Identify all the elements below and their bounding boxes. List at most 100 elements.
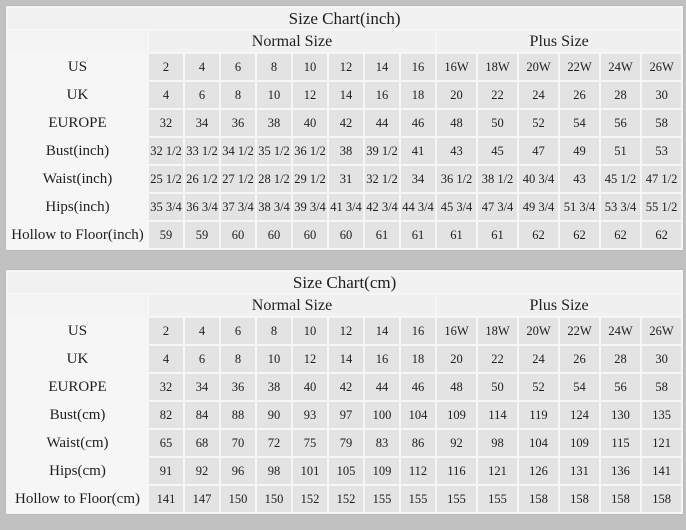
- size-cell: 155: [401, 486, 435, 512]
- size-cell: 61: [365, 222, 399, 248]
- size-cell: 48: [437, 374, 476, 400]
- size-cell: 152: [329, 486, 363, 512]
- size-cell: 10: [293, 54, 327, 80]
- size-cell: 24: [519, 346, 558, 372]
- size-cell: 90: [257, 402, 291, 428]
- table-row: Hips(inch) 35 3/4 36 3/4 37 3/4 38 3/4 39 3/4…: [8, 194, 682, 220]
- size-cell: 114: [478, 402, 517, 428]
- size-cell: 18W: [478, 54, 517, 80]
- size-cell: 54: [560, 374, 599, 400]
- size-cell: 40: [293, 110, 327, 136]
- size-cell: 34: [185, 374, 219, 400]
- size-cell: 126: [519, 458, 558, 484]
- size-cell: 2: [149, 318, 183, 344]
- size-cell: 38: [329, 138, 363, 164]
- size-cell: 93: [293, 402, 327, 428]
- size-cell: 51 3/4: [560, 194, 599, 220]
- size-cell: 45 1/2: [601, 166, 640, 192]
- size-cell: 62: [560, 222, 599, 248]
- size-cell: 28: [601, 82, 640, 108]
- size-cell: 62: [601, 222, 640, 248]
- table-gap: [5, 251, 681, 269]
- size-cell: 22W: [560, 54, 599, 80]
- size-cell: 12: [293, 82, 327, 108]
- size-cell: 40 3/4: [519, 166, 558, 192]
- size-cell: 16: [365, 82, 399, 108]
- size-cell: 100: [365, 402, 399, 428]
- size-cell: 46: [401, 110, 435, 136]
- size-cell: 14: [329, 82, 363, 108]
- size-cell: 32 1/2: [149, 138, 183, 164]
- size-cell: 141: [642, 458, 682, 484]
- size-cell: 4: [185, 54, 219, 80]
- size-cell: 33 1/2: [185, 138, 219, 164]
- size-cell: 116: [437, 458, 476, 484]
- column-group-row: Normal Size Plus Size: [8, 295, 682, 316]
- size-cell: 112: [401, 458, 435, 484]
- table-title-row: Size Chart(cm): [8, 272, 682, 293]
- size-cell: 27 1/2: [221, 166, 255, 192]
- size-cell: 28 1/2: [257, 166, 291, 192]
- size-cell: 44: [365, 110, 399, 136]
- size-cell: 104: [519, 430, 558, 456]
- size-cell: 84: [185, 402, 219, 428]
- size-chart-cm-table: Size Chart(cm) Normal Size Plus Size US 2 4 6 8…: [5, 269, 685, 515]
- size-cell: 155: [365, 486, 399, 512]
- row-label: Hips(inch): [8, 194, 147, 220]
- size-cell: 41 3/4: [329, 194, 363, 220]
- size-cell: 37 3/4: [221, 194, 255, 220]
- size-cell: 158: [642, 486, 682, 512]
- column-group-header: Plus Size: [437, 295, 682, 316]
- size-cell: 20W: [519, 318, 558, 344]
- size-cell: 43: [560, 166, 599, 192]
- size-cell: 147: [185, 486, 219, 512]
- table-title-row: Size Chart(inch): [8, 8, 682, 29]
- size-cell: 79: [329, 430, 363, 456]
- size-cell: 136: [601, 458, 640, 484]
- table-row: Hips(cm) 91 92 96 98 101 105 109 112 116 121 126 131…: [8, 458, 682, 484]
- size-cell: 38: [257, 110, 291, 136]
- row-label: UK: [8, 346, 147, 372]
- size-cell: 158: [601, 486, 640, 512]
- row-label: EUROPE: [8, 374, 147, 400]
- size-cell: 10: [257, 346, 291, 372]
- row-label: Waist(cm): [8, 430, 147, 456]
- size-cell: 26: [560, 346, 599, 372]
- size-cell: 20: [437, 82, 476, 108]
- size-cell: 34: [185, 110, 219, 136]
- size-cell: 8: [257, 54, 291, 80]
- size-cell: 101: [293, 458, 327, 484]
- column-group-header: Normal Size: [149, 295, 435, 316]
- size-cell: 105: [329, 458, 363, 484]
- size-cell: 47: [519, 138, 558, 164]
- size-cell: 152: [293, 486, 327, 512]
- row-label: US: [8, 318, 147, 344]
- size-cell: 96: [221, 458, 255, 484]
- size-cell: 38 3/4: [257, 194, 291, 220]
- size-cell: 61: [478, 222, 517, 248]
- table-title: Size Chart(cm): [8, 272, 682, 293]
- size-cell: 60: [221, 222, 255, 248]
- size-cell: 82: [149, 402, 183, 428]
- size-cell: 58: [642, 110, 682, 136]
- size-cell: 18: [401, 346, 435, 372]
- size-cell: 61: [437, 222, 476, 248]
- size-cell: 24W: [601, 54, 640, 80]
- size-cell: 109: [365, 458, 399, 484]
- size-cell: 6: [185, 82, 219, 108]
- size-cell: 42: [329, 374, 363, 400]
- size-cell: 109: [437, 402, 476, 428]
- table-row: Waist(cm) 65 68 70 72 75 79 83 86 92 98 104 109 115 12…: [8, 430, 682, 456]
- size-cell: 115: [601, 430, 640, 456]
- size-cell: 124: [560, 402, 599, 428]
- row-label: US: [8, 54, 147, 80]
- size-cell: 26 1/2: [185, 166, 219, 192]
- size-cell: 48: [437, 110, 476, 136]
- size-cell: 75: [293, 430, 327, 456]
- size-cell: 16: [401, 54, 435, 80]
- size-cell: 39 1/2: [365, 138, 399, 164]
- size-cell: 10: [293, 318, 327, 344]
- size-cell: 30: [642, 82, 682, 108]
- size-cell: 36 1/2: [293, 138, 327, 164]
- size-cell: 14: [365, 318, 399, 344]
